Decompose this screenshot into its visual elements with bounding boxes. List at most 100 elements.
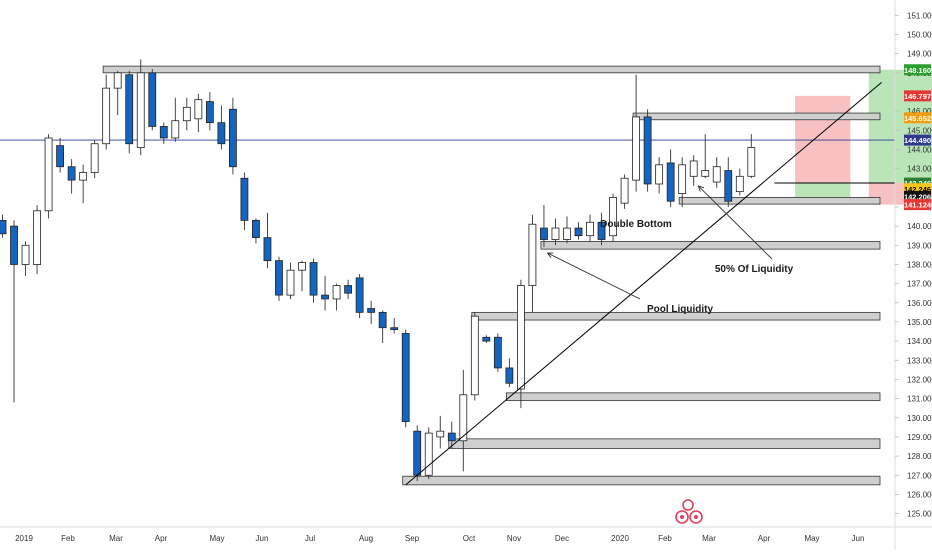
candle (125, 70, 134, 154)
candle-body (735, 175, 744, 193)
candle (689, 155, 698, 186)
candle (586, 214, 594, 242)
candle (724, 157, 733, 207)
candle (459, 369, 468, 472)
x-tick-label: Aug (359, 534, 373, 543)
x-tick-label: Jul (305, 534, 315, 543)
price-tag-label: 142.206 (904, 192, 931, 201)
candle-body (194, 99, 203, 120)
candle (493, 333, 502, 372)
candle (67, 159, 76, 194)
trendline (405, 82, 882, 486)
x-tick-label: Apr (155, 534, 168, 543)
y-tick-label: 127.000 (907, 471, 932, 480)
candle (401, 329, 410, 428)
pool-liquidity-arrow (547, 252, 641, 300)
candle (367, 300, 376, 324)
candle (194, 93, 203, 133)
candle (217, 105, 226, 150)
candle (113, 70, 122, 115)
x-tick-label: Dec (555, 534, 569, 543)
candle-body (309, 262, 318, 296)
candle (551, 218, 560, 246)
candle-body (90, 143, 99, 173)
candle (390, 318, 399, 334)
price-tag-bg (904, 183, 931, 195)
candle-body (286, 269, 295, 296)
zone-2 (678, 196, 881, 205)
candle-body (0, 219, 7, 235)
y-tick-label: 139.000 (907, 241, 932, 250)
fifty-liquidity-arrow (697, 185, 773, 260)
candle-body (620, 177, 629, 204)
candles (0, 59, 756, 482)
candle (309, 258, 318, 303)
x-axis: 2019 Feb Mar Apr May Jun Jul Aug Sep Oct Nov Dec 202… (15, 534, 864, 543)
candle (10, 220, 18, 403)
candle-body (390, 327, 399, 331)
candle-body (447, 432, 456, 442)
candle-body (401, 333, 410, 422)
candle-body (436, 430, 445, 438)
x-tick-label: Nov (507, 534, 521, 543)
price-tag-bg (904, 199, 931, 211)
candle-body (609, 196, 617, 237)
candle (643, 109, 652, 192)
candle-body (21, 244, 30, 265)
candle-body (171, 120, 180, 139)
candle-body (228, 108, 237, 168)
y-tick-label: 132.000 (907, 375, 932, 384)
y-tick-label: 149.000 (907, 50, 932, 59)
candle-body (666, 162, 675, 202)
candle (44, 134, 53, 219)
y-tick-label: 151.000 (907, 11, 932, 20)
price-tag-bg (904, 112, 931, 124)
candle-body (102, 87, 111, 145)
candle (332, 283, 341, 311)
candle-body (252, 219, 260, 239)
y-tick-label: 129.000 (907, 433, 932, 442)
zone-6 (448, 438, 881, 449)
zone-0 (102, 65, 881, 74)
price-tag-label: 141.124 (904, 201, 932, 210)
price-tag-label: 148.160 (904, 66, 931, 75)
price-tag: 142.246 (904, 183, 931, 195)
candle-body (643, 116, 652, 185)
candle-body (240, 177, 249, 221)
candle (240, 172, 249, 230)
candle-body (298, 262, 306, 271)
candle (424, 427, 433, 480)
price-tag-bg (904, 64, 931, 76)
candle (0, 214, 7, 238)
candle-body (205, 101, 214, 124)
price-tags: 148.160 146.797 145.652 144.490 142.246142.2… (904, 64, 932, 211)
candle (148, 68, 157, 131)
fifty-liquidity-label: 50% Of Liquidity (715, 264, 794, 275)
candle-body (712, 166, 721, 183)
candle (355, 274, 364, 319)
candle-body (597, 221, 606, 240)
candle-body (113, 72, 122, 89)
candle-body (263, 237, 272, 262)
candle-body (367, 308, 376, 313)
x-tick-label: 2019 (15, 534, 33, 543)
candle-body (493, 336, 502, 369)
double-bottom-label: Double Bottom (600, 219, 672, 230)
candle (321, 275, 329, 311)
candle-body (632, 116, 640, 181)
zone-7 (402, 475, 881, 486)
candle-body (148, 72, 157, 127)
y-tick-label: 144.000 (907, 145, 932, 154)
candle-body (344, 285, 353, 294)
price-tag: 141.124 (904, 199, 932, 211)
zones (102, 65, 881, 486)
y-tick-label: 125.000 (907, 510, 932, 519)
price-tag-label: 146.797 (904, 92, 931, 101)
candle-body (701, 170, 710, 177)
price-tag-label: 145.652 (904, 114, 931, 123)
candle (735, 168, 744, 196)
price-tag: 142.206 (904, 190, 931, 202)
candle (666, 149, 675, 207)
candle-body (182, 106, 191, 122)
